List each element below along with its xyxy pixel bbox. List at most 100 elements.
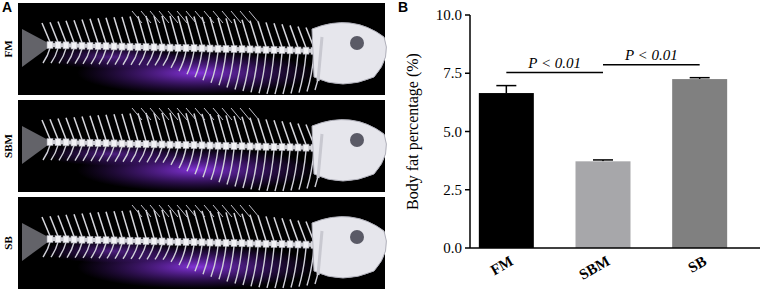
rib — [227, 246, 234, 281]
rib — [107, 243, 114, 258]
rib — [147, 147, 154, 162]
neural-spine — [210, 17, 218, 45]
vertebra — [127, 237, 133, 244]
rib — [195, 148, 202, 174]
neural-spine — [258, 118, 266, 143]
error-cap — [593, 159, 613, 161]
y-tick-label: 2.5 — [443, 182, 462, 198]
vertebra — [303, 241, 309, 248]
vertebra — [95, 140, 101, 147]
vertebra — [47, 236, 53, 243]
neural-spine — [74, 214, 82, 237]
neural-spine — [122, 17, 130, 44]
neural-spine — [290, 219, 298, 241]
rib — [179, 245, 186, 265]
vertebra — [183, 239, 189, 246]
vertebra — [279, 144, 285, 151]
vertebra — [63, 42, 69, 49]
neural-spine — [298, 220, 306, 241]
rib — [291, 53, 298, 93]
neural-spine — [194, 16, 202, 45]
fin-ray — [213, 11, 223, 23]
vertebra — [263, 46, 269, 53]
rib — [195, 245, 202, 271]
rib — [195, 51, 202, 77]
significance-bracket — [506, 72, 603, 74]
vertebra — [191, 142, 197, 149]
fin-ray — [249, 11, 259, 23]
rib — [267, 150, 274, 191]
eye-socket — [350, 230, 364, 244]
neural-spine — [266, 119, 274, 144]
neural-spine — [242, 20, 250, 47]
fin-ray — [141, 205, 151, 217]
fin-ray — [177, 205, 187, 217]
fin-ray — [177, 108, 187, 120]
neural-spine — [50, 22, 58, 42]
vertebra — [55, 42, 61, 49]
vertebra — [79, 42, 85, 49]
fin-ray — [168, 108, 178, 120]
neural-spine — [66, 21, 74, 43]
rib — [203, 246, 210, 275]
neural-spine — [250, 118, 258, 144]
neural-spine — [130, 17, 138, 44]
eye-socket — [350, 133, 364, 147]
rib — [83, 243, 90, 258]
vertebra — [287, 144, 293, 151]
vertebra — [71, 42, 77, 49]
rib — [235, 52, 242, 89]
fin-ray — [195, 11, 205, 23]
skull — [312, 217, 386, 278]
rib — [99, 146, 106, 161]
vertebra — [215, 142, 221, 149]
fin-ray — [240, 108, 250, 120]
fin-ray — [132, 108, 142, 120]
rib — [259, 53, 266, 94]
neural-spine — [114, 114, 122, 140]
neural-spine — [298, 26, 306, 47]
neural-spine — [274, 120, 282, 144]
rib — [131, 244, 138, 259]
rib — [59, 48, 66, 63]
vertebra — [135, 43, 141, 50]
vertebra — [79, 236, 85, 243]
rib — [203, 149, 210, 178]
vertebra — [63, 139, 69, 146]
rib — [91, 243, 98, 258]
rib — [219, 246, 226, 279]
vertebra — [159, 141, 165, 148]
neural-spine — [98, 18, 106, 43]
neural-spine — [210, 211, 218, 239]
vertebra — [191, 45, 197, 52]
neural-spine — [98, 212, 106, 237]
rib — [235, 149, 242, 186]
vertebra — [175, 141, 181, 148]
vertebra — [103, 140, 109, 147]
neural-spine — [282, 218, 290, 241]
fin-ray — [150, 11, 160, 23]
vertebra — [239, 240, 245, 247]
neural-spine — [82, 213, 90, 236]
vertebra — [127, 140, 133, 147]
fin-ray — [186, 205, 196, 217]
neural-spine — [274, 217, 282, 241]
rib — [75, 49, 82, 64]
neural-spine — [106, 212, 114, 238]
vertebra — [247, 240, 253, 247]
neural-spine — [242, 117, 250, 144]
vertebra — [287, 47, 293, 54]
rib — [99, 49, 106, 64]
significance-bracket — [603, 64, 700, 66]
vertebra — [295, 47, 301, 54]
rib — [131, 147, 138, 162]
rib — [259, 247, 266, 288]
rib — [67, 243, 74, 258]
vertebra — [151, 44, 157, 51]
neural-spine — [90, 213, 98, 237]
rib — [139, 147, 146, 162]
vertebra — [55, 236, 61, 243]
rib — [171, 245, 178, 262]
rib — [299, 151, 306, 190]
neural-spine — [82, 19, 90, 42]
